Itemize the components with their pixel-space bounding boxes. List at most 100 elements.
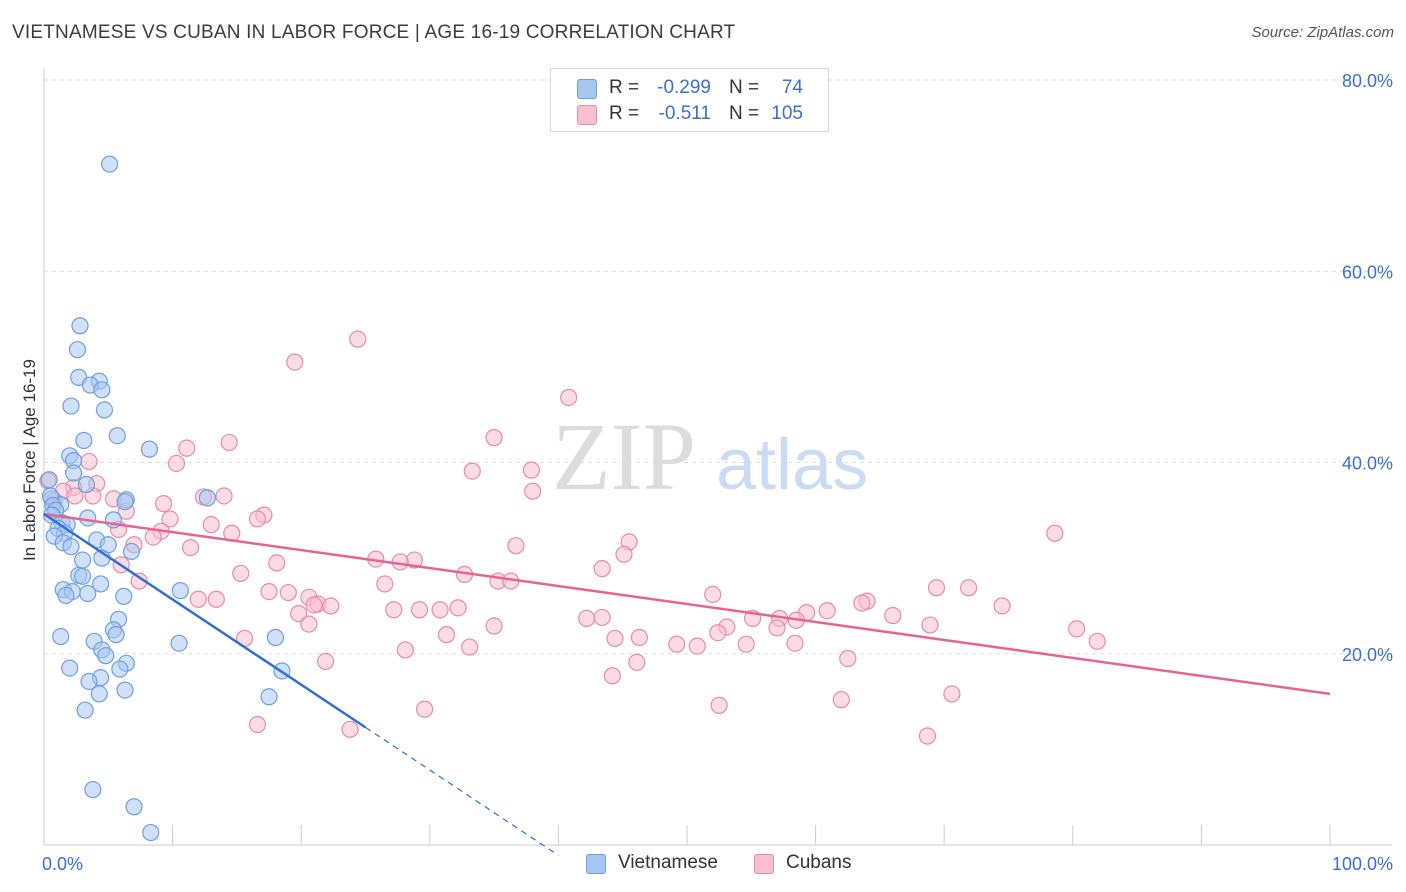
vietnamese-point [77, 475, 96, 494]
y-tick-label: 80.0% [1342, 71, 1393, 91]
bottom-legend-label-vietnamese: Vietnamese [618, 852, 718, 873]
bottom-legend-label-cubans: Cubans [786, 852, 852, 873]
cubans-point [560, 388, 578, 407]
cubans-point [615, 545, 633, 563]
vietnamese-point [68, 341, 87, 359]
legend-r-label: R = [609, 103, 640, 124]
vietnamese-trend-line [43, 513, 367, 729]
cubans-point [322, 597, 340, 615]
cubans-point [630, 628, 649, 647]
vietnamese-point [91, 575, 110, 593]
cubans-point [1046, 524, 1064, 542]
vietnamese-point [80, 672, 98, 691]
vietnamese-point [122, 542, 141, 561]
cubans-point [290, 604, 308, 623]
vietnamese-point [93, 381, 111, 399]
vietnamese-point [107, 626, 125, 644]
cubans-point [279, 583, 297, 602]
cubans-point [248, 510, 267, 528]
cubans-point [786, 634, 804, 652]
cubans-point [1068, 620, 1086, 638]
vietnamese-point [125, 798, 143, 816]
cubans-point [485, 617, 503, 635]
cubans-point [884, 606, 902, 625]
vietnamese-point [64, 464, 83, 482]
cubans-points [39, 330, 1106, 745]
cubans-point [927, 579, 946, 597]
cubans-point [437, 626, 456, 644]
legend-row-vietnamese: R = -0.299 N = 74 [551, 75, 828, 101]
cubans-point [522, 461, 540, 479]
vietnamese-point [116, 681, 134, 699]
cubans-point [161, 510, 179, 528]
vietnamese-point [140, 440, 159, 458]
cubans-point [385, 601, 403, 619]
cubans-point [628, 653, 646, 671]
y-tick-label: 40.0% [1342, 454, 1393, 474]
trend-lines [43, 512, 1331, 856]
cubans-point [232, 564, 250, 583]
legend-r-value-vietnamese: -0.299 [657, 77, 711, 98]
cubans-point [80, 452, 98, 471]
vietnamese-point [171, 582, 189, 600]
cubans-point [603, 667, 622, 685]
vietnamese-trend-extension [365, 726, 559, 856]
cubans-point [416, 700, 434, 718]
cubans-point [376, 575, 394, 593]
cubans-point [220, 433, 238, 452]
cubans-point [248, 715, 267, 734]
vietnamese-point [116, 493, 134, 511]
cubans-point [507, 537, 525, 555]
vietnamese-point [108, 427, 126, 445]
vietnamese-point [170, 634, 188, 652]
cubans-point [144, 528, 162, 546]
cubans-point [485, 429, 503, 447]
cubans-point [943, 685, 961, 703]
cubans-point [349, 330, 367, 348]
legend-swatch-vietnamese [577, 79, 597, 99]
cubans-point [578, 609, 596, 627]
vietnamese-point [75, 431, 93, 450]
y-tick-label: 60.0% [1342, 262, 1393, 282]
cubans-point [449, 599, 467, 617]
cubans-point [207, 590, 225, 608]
vietnamese-point [79, 509, 97, 527]
cubans-point [921, 616, 939, 634]
cubans-point [167, 454, 186, 473]
cubans-point [154, 495, 173, 513]
vietnamese-point [90, 685, 108, 703]
vietnamese-point [73, 567, 92, 585]
watermark: ZIP atlas [552, 403, 868, 510]
cubans-point [260, 582, 278, 601]
cubans-point [768, 619, 786, 637]
cubans-point [286, 353, 304, 371]
cubans-point [1088, 632, 1106, 650]
cubans-point [410, 601, 429, 619]
cubans-point [704, 585, 722, 604]
cubans-point [818, 602, 836, 620]
cubans-point [853, 594, 871, 612]
watermark-atlas: atlas [716, 425, 868, 505]
legend-swatch-cubans [577, 105, 597, 125]
cubans-point [668, 635, 686, 653]
legend-r-value-cubans: -0.511 [658, 103, 711, 124]
source-label: Source: ZipAtlas.com [1251, 24, 1394, 41]
cubans-point [215, 487, 233, 505]
vietnamese-point [198, 489, 216, 507]
cubans-point [918, 727, 937, 745]
correlation-legend: R = -0.299 N = 74 R = -0.511 N = 105 [550, 68, 829, 132]
vietnamese-point [52, 627, 70, 646]
vietnamese-points [40, 155, 291, 842]
bottom-legend-swatch-cubans [754, 854, 774, 874]
cubans-point [737, 635, 755, 653]
cubans-point [839, 649, 857, 668]
y-axis-label: In Labor Force | Age 16-19 [20, 359, 39, 561]
cubans-trend-line [43, 512, 1331, 696]
cubans-point [300, 615, 318, 633]
legend-n-value-vietnamese: 74 [781, 77, 803, 98]
cubans-point [189, 590, 207, 608]
cubans-point [463, 462, 481, 480]
vietnamese-point [84, 780, 102, 799]
cubans-point [593, 560, 611, 578]
vietnamese-point [260, 688, 278, 706]
